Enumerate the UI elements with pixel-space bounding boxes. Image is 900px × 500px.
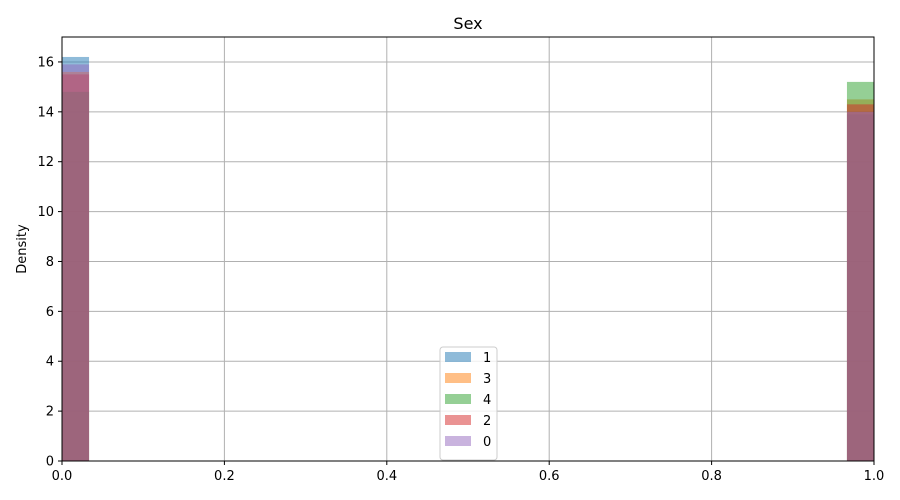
x-tick-label: 0.6 (539, 469, 560, 484)
chart-title: Sex (453, 14, 482, 33)
y-tick-label: 10 (37, 205, 54, 220)
legend: 1 3 4 2 0 (439, 346, 498, 461)
x-tick-label: 0.2 (214, 469, 235, 484)
y-tick-label: 6 (46, 305, 54, 320)
y-axis-label: Density (15, 224, 30, 274)
y-tick-label: 14 (37, 105, 54, 120)
x-tick-label: 0.8 (701, 469, 722, 484)
legend-label-1: 1 (483, 351, 491, 366)
legend-swatch-1 (445, 352, 471, 362)
legend-label-2: 2 (483, 414, 491, 429)
legend-label-4: 4 (483, 393, 491, 408)
y-tick-label: 0 (46, 455, 54, 470)
legend-label-0: 0 (483, 435, 491, 450)
bar-series-0-bin-0 (62, 64, 90, 461)
legend-swatch-4 (445, 394, 471, 404)
x-tick-label: 1.0 (864, 469, 885, 484)
y-tick-label: 2 (46, 405, 54, 420)
y-tick-label: 8 (46, 255, 54, 270)
y-tick-label: 16 (37, 55, 54, 70)
y-tick-label: 4 (46, 355, 54, 370)
x-tick-label: 0.0 (52, 469, 73, 484)
bar-series-0-bin-1 (846, 111, 874, 461)
y-tick-label: 12 (37, 155, 54, 170)
plot-frame (61, 36, 875, 462)
legend-swatch-3 (445, 373, 471, 383)
legend-swatch-2 (445, 415, 471, 425)
legend-label-3: 3 (483, 372, 491, 387)
x-tick-label: 0.4 (376, 469, 397, 484)
legend-swatch-0 (445, 436, 471, 446)
bars (62, 56, 874, 462)
